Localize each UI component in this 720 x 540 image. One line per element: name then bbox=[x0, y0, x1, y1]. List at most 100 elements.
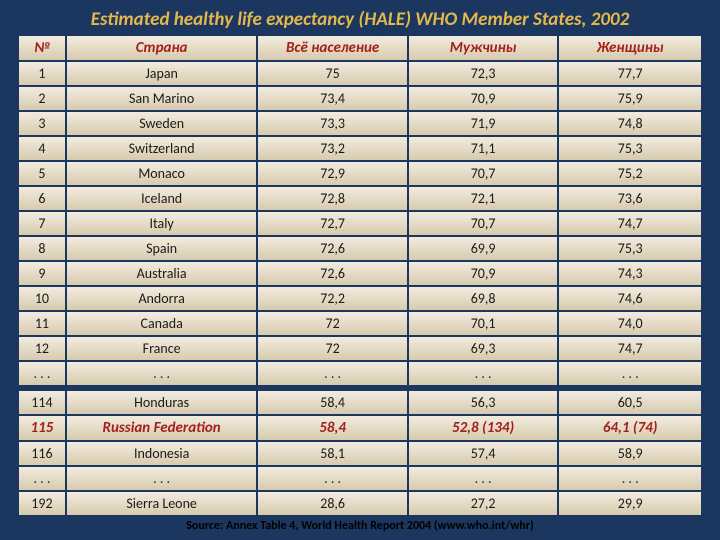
table-cell: 72,9 bbox=[257, 161, 407, 186]
table-cell: 77,7 bbox=[558, 61, 702, 86]
table-cell: 10 bbox=[18, 286, 66, 311]
table-cell: Sweden bbox=[66, 111, 258, 136]
table-row: 5Monaco72,970,775,2 bbox=[18, 161, 702, 186]
table-cell: . . . bbox=[257, 466, 407, 491]
table-cell: 29,9 bbox=[558, 491, 702, 516]
table-cell: 75,9 bbox=[558, 86, 702, 111]
table-cell: 73,4 bbox=[257, 86, 407, 111]
table-cell: 75,3 bbox=[558, 136, 702, 161]
table-cell: 70,7 bbox=[408, 161, 558, 186]
col-men: Мужчины bbox=[408, 35, 558, 61]
table-cell: Italy bbox=[66, 211, 258, 236]
table-cell: . . . bbox=[66, 466, 258, 491]
table-cell: Monaco bbox=[66, 161, 258, 186]
table-cell: 74,7 bbox=[558, 336, 702, 361]
table-cell: . . . bbox=[18, 466, 66, 491]
table-cell: 74,8 bbox=[558, 111, 702, 136]
table-row: 192Sierra Leone28,627,229,9 bbox=[18, 491, 702, 516]
table-cell: 6 bbox=[18, 186, 66, 211]
table-row: 11Canada7270,174,0 bbox=[18, 311, 702, 336]
table-cell: 75 bbox=[257, 61, 407, 86]
table-cell: Russian Federation bbox=[66, 415, 258, 441]
table-cell: . . . bbox=[66, 361, 258, 386]
col-num: № bbox=[18, 35, 66, 61]
table-cell: 57,4 bbox=[408, 441, 558, 466]
table-cell: 73,2 bbox=[257, 136, 407, 161]
table-cell: 75,3 bbox=[558, 236, 702, 261]
table-cell: Honduras bbox=[66, 390, 258, 415]
table-cell: 7 bbox=[18, 211, 66, 236]
table-cell: 72,1 bbox=[408, 186, 558, 211]
table-cell: 74,6 bbox=[558, 286, 702, 311]
col-women: Женщины bbox=[558, 35, 702, 61]
table-cell: 11 bbox=[18, 311, 66, 336]
table-cell: Australia bbox=[66, 261, 258, 286]
table-cell: 69,3 bbox=[408, 336, 558, 361]
table-row: 10Andorra72,269,874,6 bbox=[18, 286, 702, 311]
table-cell: 28,6 bbox=[257, 491, 407, 516]
table-cell: 8 bbox=[18, 236, 66, 261]
table-cell: 115 bbox=[18, 415, 66, 441]
table-cell: . . . bbox=[558, 466, 702, 491]
table-cell: 58,9 bbox=[558, 441, 702, 466]
table-cell: 69,9 bbox=[408, 236, 558, 261]
table-row: 12France7269,374,7 bbox=[18, 336, 702, 361]
table-cell: 72 bbox=[257, 311, 407, 336]
table-cell: 3 bbox=[18, 111, 66, 136]
col-all: Всё население bbox=[257, 35, 407, 61]
table-row: 3Sweden73,371,974,8 bbox=[18, 111, 702, 136]
source-line: Source: Annex Table 4, World Health Repo… bbox=[18, 519, 702, 533]
table-row: 115Russian Federation58,452,8 (134)64,1 … bbox=[18, 415, 702, 441]
table-cell: 72,7 bbox=[257, 211, 407, 236]
table-cell: Andorra bbox=[66, 286, 258, 311]
table-cell: 72,3 bbox=[408, 61, 558, 86]
table-cell: Japan bbox=[66, 61, 258, 86]
table-cell: 73,6 bbox=[558, 186, 702, 211]
table-cell: 2 bbox=[18, 86, 66, 111]
table-row: 116Indonesia58,157,458,9 bbox=[18, 441, 702, 466]
table-cell: 1 bbox=[18, 61, 66, 86]
table-cell: Iceland bbox=[66, 186, 258, 211]
header-row: № Страна Всё население Мужчины Женщины bbox=[18, 35, 702, 61]
table-row: 9Australia72,670,974,3 bbox=[18, 261, 702, 286]
table-cell: 27,2 bbox=[408, 491, 558, 516]
table-cell: 116 bbox=[18, 441, 66, 466]
table-cell: 72 bbox=[257, 336, 407, 361]
table-row: 4Switzerland73,271,175,3 bbox=[18, 136, 702, 161]
table-cell: 64,1 (74) bbox=[558, 415, 702, 441]
table-cell: 58,4 bbox=[257, 390, 407, 415]
table-cell: France bbox=[66, 336, 258, 361]
table-cell: San Marino bbox=[66, 86, 258, 111]
table-cell: 4 bbox=[18, 136, 66, 161]
table-row: 6Iceland72,872,173,6 bbox=[18, 186, 702, 211]
page-title: Estimated healthy life expectancy (HALE)… bbox=[18, 8, 702, 31]
table-cell: . . . bbox=[558, 361, 702, 386]
table-cell: 12 bbox=[18, 336, 66, 361]
table-cell: 72,6 bbox=[257, 261, 407, 286]
hale-table: № Страна Всё население Мужчины Женщины 1… bbox=[18, 35, 702, 516]
table-row: . . .. . .. . .. . .. . . bbox=[18, 361, 702, 386]
table-cell: 56,3 bbox=[408, 390, 558, 415]
table-cell: 58,1 bbox=[257, 441, 407, 466]
table-cell: 74,7 bbox=[558, 211, 702, 236]
table-row: 114Honduras58,456,360,5 bbox=[18, 390, 702, 415]
table-cell: 72,8 bbox=[257, 186, 407, 211]
table-cell: 73,3 bbox=[257, 111, 407, 136]
table-cell: Switzerland bbox=[66, 136, 258, 161]
table-cell: 60,5 bbox=[558, 390, 702, 415]
table-row: . . .. . .. . .. . .. . . bbox=[18, 466, 702, 491]
table-cell: . . . bbox=[18, 361, 66, 386]
table-cell: 5 bbox=[18, 161, 66, 186]
table-cell: 192 bbox=[18, 491, 66, 516]
table-cell: 9 bbox=[18, 261, 66, 286]
table-cell: 74,3 bbox=[558, 261, 702, 286]
table-row: 1Japan7572,377,7 bbox=[18, 61, 702, 86]
table-cell: 70,9 bbox=[408, 86, 558, 111]
table-row: 8Spain72,669,975,3 bbox=[18, 236, 702, 261]
table-cell: Canada bbox=[66, 311, 258, 336]
table-cell: 114 bbox=[18, 390, 66, 415]
table-cell: 69,8 bbox=[408, 286, 558, 311]
table-cell: 75,2 bbox=[558, 161, 702, 186]
table-cell: 71,9 bbox=[408, 111, 558, 136]
table-cell: 70,9 bbox=[408, 261, 558, 286]
